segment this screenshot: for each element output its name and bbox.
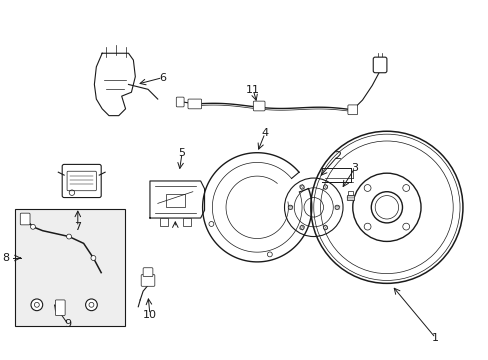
Bar — [346, 195, 353, 200]
Circle shape — [85, 299, 97, 311]
Circle shape — [323, 225, 327, 230]
FancyBboxPatch shape — [347, 105, 357, 115]
Circle shape — [299, 225, 304, 230]
Circle shape — [31, 299, 42, 311]
Text: 4: 4 — [261, 128, 268, 138]
FancyBboxPatch shape — [141, 275, 155, 286]
FancyBboxPatch shape — [176, 97, 183, 107]
Bar — [160, 218, 167, 226]
FancyBboxPatch shape — [20, 213, 30, 225]
Text: 7: 7 — [74, 222, 81, 232]
FancyBboxPatch shape — [143, 268, 153, 276]
Text: 10: 10 — [142, 310, 157, 320]
Text: 11: 11 — [246, 85, 260, 95]
FancyBboxPatch shape — [55, 300, 65, 315]
Circle shape — [299, 185, 304, 189]
Text: 3: 3 — [350, 163, 358, 173]
Text: 2: 2 — [334, 150, 341, 161]
FancyBboxPatch shape — [253, 101, 264, 111]
Circle shape — [66, 234, 71, 239]
Bar — [165, 194, 184, 207]
Circle shape — [30, 224, 35, 229]
Text: 6: 6 — [159, 73, 166, 82]
Circle shape — [323, 185, 327, 189]
Text: 8: 8 — [2, 253, 10, 263]
Circle shape — [91, 256, 96, 260]
Bar — [183, 218, 190, 226]
Bar — [15, 209, 124, 326]
Text: 1: 1 — [431, 333, 438, 343]
Bar — [347, 191, 352, 195]
FancyBboxPatch shape — [187, 99, 201, 109]
Circle shape — [287, 205, 292, 210]
Text: 9: 9 — [64, 319, 71, 329]
Circle shape — [334, 205, 339, 210]
FancyBboxPatch shape — [372, 57, 386, 73]
Text: 5: 5 — [178, 148, 185, 158]
